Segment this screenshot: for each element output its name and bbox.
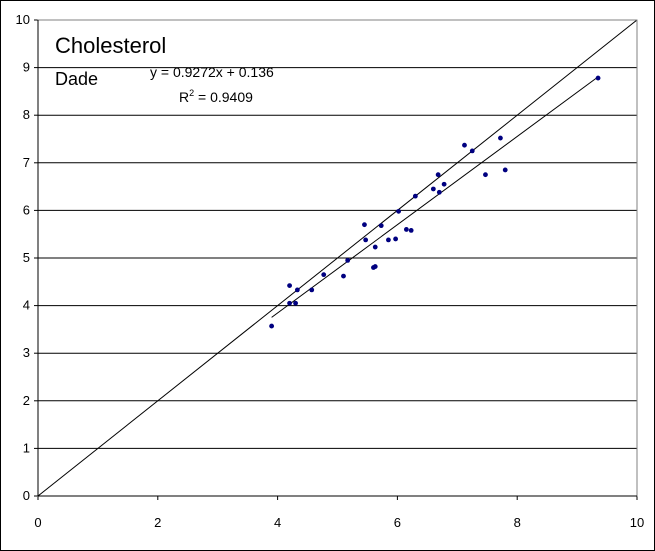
data-point — [341, 273, 346, 279]
gridlines — [38, 19, 637, 449]
data-point — [469, 148, 475, 154]
trendline — [271, 76, 599, 318]
x-tick-label: 6 — [394, 515, 401, 530]
data-point — [396, 208, 401, 214]
data-point — [294, 287, 300, 293]
data-point — [293, 300, 298, 306]
data-point — [372, 244, 378, 250]
data-point — [498, 135, 503, 141]
chart-title: Cholesterol — [55, 33, 166, 58]
data-point — [412, 193, 418, 199]
y-tick-label: 10 — [16, 12, 30, 27]
data-point — [430, 186, 436, 192]
data-point — [502, 167, 508, 173]
data-point — [309, 287, 315, 293]
data-point — [386, 237, 391, 243]
y-tick-label: 8 — [23, 107, 30, 122]
y-tick-label: 5 — [23, 250, 30, 265]
axes: 0 1 2 3 4 5 6 7 8 9 10 0 2 4 6 8 10 — [16, 12, 645, 530]
data-point — [441, 181, 447, 187]
y-tick-label: 4 — [23, 298, 30, 313]
data-point — [483, 172, 488, 178]
data-points — [269, 75, 601, 329]
x-tick-label: 10 — [630, 515, 644, 530]
data-point — [287, 283, 292, 289]
y-tick-label: 7 — [23, 155, 30, 170]
y-tick-label: 0 — [23, 488, 30, 503]
r-squared-symbol: R — [179, 89, 189, 105]
data-point — [378, 223, 384, 229]
data-point — [363, 237, 369, 243]
data-point — [372, 264, 378, 269]
fit-lines — [37, 19, 638, 497]
identity-line — [37, 19, 638, 497]
data-point — [595, 75, 601, 81]
data-point — [462, 142, 467, 148]
data-point — [408, 227, 414, 233]
regression-equation: y = 0.9272x + 0.136 — [150, 64, 274, 80]
data-point — [403, 227, 409, 232]
data-point — [321, 272, 327, 278]
data-point — [393, 236, 399, 242]
x-tick-label: 8 — [514, 515, 521, 530]
y-tick-label: 2 — [23, 393, 30, 408]
data-point — [435, 172, 441, 178]
r-squared-label: R2 = 0.9409 — [179, 88, 253, 105]
x-tick-label: 2 — [154, 515, 161, 530]
data-point — [287, 300, 292, 306]
y-tick-label: 6 — [23, 202, 30, 217]
x-tick-label: 4 — [274, 515, 281, 530]
y-tick-label: 1 — [23, 440, 30, 455]
data-point — [362, 222, 367, 228]
r-squared-value: = 0.9409 — [194, 89, 253, 105]
x-tick-label: 0 — [34, 515, 41, 530]
y-tick-label: 3 — [23, 345, 30, 360]
data-point — [436, 189, 442, 195]
r-squared-superscript: 2 — [189, 88, 194, 98]
y-tick-label: 9 — [23, 60, 30, 75]
chart-subtitle: Dade — [55, 69, 98, 89]
data-point — [345, 257, 351, 263]
data-point — [269, 323, 275, 329]
